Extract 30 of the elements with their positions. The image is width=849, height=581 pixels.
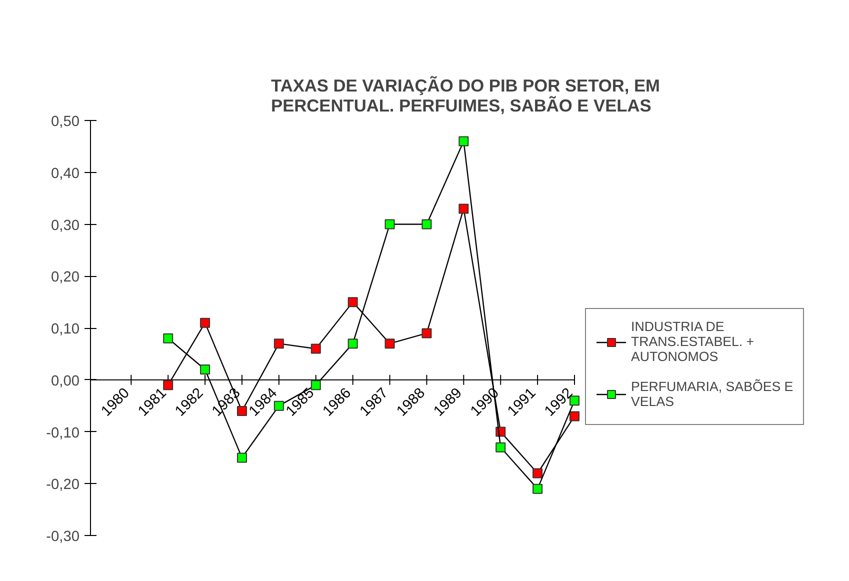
y-tick-label: 0,30 (50, 218, 80, 234)
point (200, 318, 210, 328)
y-tick-label: -0,20 (46, 477, 80, 494)
point (310, 344, 321, 354)
legend-label: INDUSTRIA DE TRANS.ESTABEL. + AUTONOMOS (631, 319, 754, 364)
point (532, 484, 543, 494)
chart-title: TAXAS DE VARIAÇÃO DO PIB POR SETOR, EM PERCENTUAL. PERFUIMES, SABÃO E VELAS (271, 76, 660, 116)
point (200, 364, 210, 374)
y-tick-label: -0,10 (46, 425, 80, 442)
point (458, 204, 469, 214)
y-tick-label: 0,10 (50, 322, 80, 338)
y-tick-label: 0,20 (50, 270, 80, 286)
point (274, 338, 284, 349)
point (348, 338, 358, 349)
point (348, 297, 358, 308)
y-tick-label: 0,00 (50, 373, 80, 390)
point (422, 328, 432, 338)
point (532, 468, 543, 478)
y-tick-label: 0,50 (50, 114, 80, 130)
point (384, 338, 395, 349)
point (496, 442, 506, 452)
point (236, 452, 247, 463)
point (422, 219, 432, 230)
y-tick-label: -0,30 (46, 529, 80, 545)
point (163, 333, 174, 344)
point (384, 219, 395, 230)
y-tick-label: 0,40 (50, 166, 80, 182)
legend-label: PERFUMARIA, SABÕES E VELAS (631, 378, 794, 411)
point (163, 380, 174, 390)
point (458, 136, 469, 146)
